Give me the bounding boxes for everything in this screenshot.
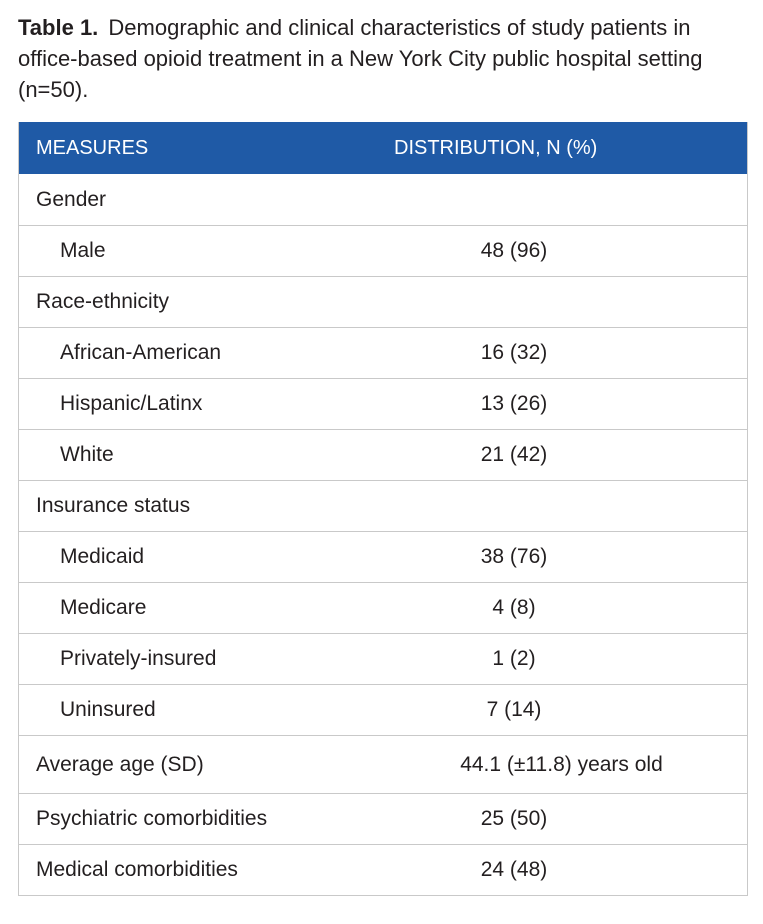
value-cell: 25 (50) [480,807,548,830]
value-cell: 48 (96) [480,239,548,262]
demographics-table: MEASURES DISTRIBUTION, N (%) Gender Male… [18,122,748,896]
measure-cell: Medicare [60,596,147,619]
table-header: MEASURES DISTRIBUTION, N (%) [19,122,747,174]
table-caption: Table 1. Demographic and clinical charac… [18,12,753,105]
measure-cell: Uninsured [60,698,156,721]
table-row: Medicare 4 (8) [19,582,747,633]
value-cell: 7 (14) [486,698,542,721]
measure-cell: White [60,443,114,466]
measure-cell: Hispanic/Latinx [60,392,203,415]
measure-cell: Male [60,239,106,262]
measure-cell: Medicaid [60,545,145,568]
value-cell: 44.1 (±11.8) years old [460,752,663,776]
value-cell: 1 (2) [492,647,536,670]
caption-text: Demographic and clinical characteristics… [18,15,703,102]
table-row: Uninsured 7 (14) [19,684,747,735]
table-row: Privately-insured 1 (2) [19,633,747,684]
value-cell: 4 (8) [492,596,536,619]
table-row: Average age (SD) 44.1 (±11.8) years old [19,735,747,793]
value-cell: 13 (26) [480,392,548,415]
table-row: Race-ethnicity [19,276,747,327]
table-row: Male 48 (96) [19,225,747,276]
value-cell: 38 (76) [480,545,548,568]
table-row: Medicaid 38 (76) [19,531,747,582]
measure-cell: Privately-insured [60,647,217,670]
table-row: Psychiatric comorbidities 25 (50) [19,793,747,844]
measure-cell: Race-ethnicity [36,290,170,313]
header-measures: MEASURES [36,136,149,159]
measure-cell: Insurance status [36,494,191,517]
table-row: Insurance status [19,480,747,531]
table-row: Medical comorbidities 24 (48) [19,844,747,895]
caption-label: Table 1. [18,15,99,40]
value-cell: 24 (48) [480,858,548,881]
value-cell: 16 (32) [480,341,548,364]
header-distribution: DISTRIBUTION, N (%) [394,136,598,159]
table-row: Hispanic/Latinx 13 (26) [19,378,747,429]
table-row: White 21 (42) [19,429,747,480]
table-row: Gender [19,174,747,225]
measure-cell: Average age (SD) [36,752,204,776]
measure-cell: Medical comorbidities [36,858,238,881]
measure-cell: African-American [60,341,222,364]
value-cell: 21 (42) [480,443,548,466]
table-row: African-American 16 (32) [19,327,747,378]
measure-cell: Gender [36,187,107,211]
measure-cell: Psychiatric comorbidities [36,807,268,830]
